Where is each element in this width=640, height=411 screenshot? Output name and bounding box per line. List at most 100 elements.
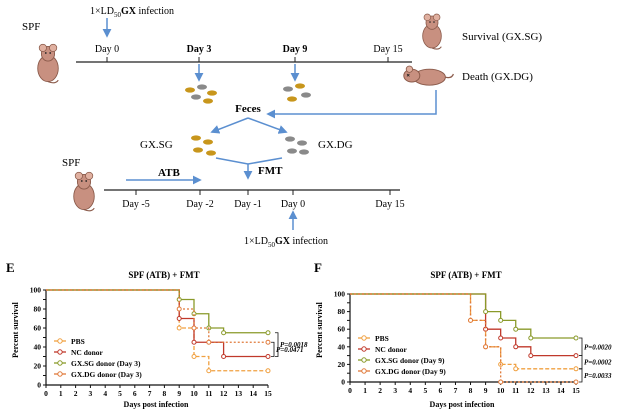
censor-point [513, 344, 519, 350]
chart-e-title: SPF (ATB) + FMT [128, 270, 199, 280]
pvalue-label: P=0.0033 [584, 372, 612, 380]
chart-f-pvalues: P=0.0020 P=0.0002 P=0.0033 [579, 337, 612, 383]
gx-sg-label: GX.SG [140, 139, 173, 151]
feces-split-left-arrow [210, 117, 249, 134]
legend-marker [57, 349, 63, 355]
fmt-merge-lines [215, 157, 283, 165]
censor-point [191, 339, 197, 345]
x-tick-label: 13 [235, 389, 243, 398]
legend-marker [361, 357, 367, 363]
x-tick-label: 12 [220, 389, 228, 398]
censor-point [498, 379, 504, 385]
x-tick-label: 5 [118, 389, 122, 398]
censor-point [191, 325, 197, 331]
atb-label: ATB [158, 167, 180, 179]
bottom-tick-day15: Day 15 [375, 199, 404, 210]
pvalue-bracket [271, 341, 275, 357]
censor-point [468, 317, 474, 323]
y-tick-label: 100 [334, 290, 346, 299]
x-tick-label: 11 [512, 386, 519, 395]
top-spf-label: SPF [22, 21, 40, 33]
survival-curve [350, 293, 576, 383]
x-tick-label: 2 [378, 386, 382, 395]
pvalue-bracket [579, 355, 583, 370]
survival-curve [46, 289, 268, 334]
x-tick-label: 4 [103, 389, 107, 398]
legend-label: PBS [71, 337, 85, 346]
survival-label: Survival (GX.SG) [462, 31, 542, 43]
survival-chart-e: E SPF (ATB) + FMT Percent survival Days … [6, 260, 308, 409]
x-tick-label: 7 [148, 389, 152, 398]
bottom-tick-day0: Day 0 [281, 199, 305, 210]
feces-split-right-arrow [247, 117, 288, 134]
survival-mouse-icon [422, 13, 442, 50]
survival-curve [350, 293, 576, 339]
censor-point [573, 366, 579, 372]
censor-point [206, 368, 212, 374]
censor-point [221, 354, 227, 359]
survival-curve [46, 289, 268, 343]
censor-point [573, 335, 579, 341]
x-tick-label: 12 [527, 386, 535, 395]
chart-f-title: SPF (ATB) + FMT [430, 270, 501, 280]
feces-pellets-day3 [185, 84, 217, 104]
censor-point [176, 306, 182, 312]
legend-label: NC donor [375, 345, 408, 354]
censor-point [265, 354, 271, 359]
gx-dg-label: GX.DG [318, 139, 353, 151]
censor-point [483, 309, 489, 315]
legend-label: GX.DG donor (Day 9) [375, 367, 446, 376]
legend-label: GX.SG donor (Day 3) [71, 359, 141, 368]
y-tick-label: 60 [338, 325, 346, 334]
top-tick-day9: Day 9 [283, 44, 308, 55]
death-label: Death (GX.DG) [462, 71, 533, 83]
x-tick-label: 10 [190, 389, 198, 398]
censor-point [528, 353, 534, 359]
y-tick-label: 60 [34, 324, 42, 333]
y-tick-label: 80 [34, 305, 42, 314]
pvalue-label: P=0.0002 [584, 359, 612, 367]
pvalue-bracket [579, 368, 583, 383]
x-tick-label: 9 [177, 389, 181, 398]
x-tick-label: 6 [439, 386, 443, 395]
chart-f-series [350, 293, 579, 385]
chart-f-ylabel: Percent survival [315, 301, 324, 357]
top-timeline-schematic: SPF 1×LD50GX infection Day 0 Day 3 Day 9… [22, 6, 542, 180]
panel-label-f: F [314, 260, 322, 275]
dead-mouse-icon [403, 65, 455, 86]
bottom-spf-mouse-icon [73, 171, 95, 212]
pvalue-bracket [275, 332, 279, 357]
y-tick-label: 40 [34, 343, 42, 352]
censor-point [191, 354, 197, 359]
censor-point [221, 330, 227, 336]
legend-label: GX.SG donor (Day 9) [375, 356, 445, 365]
chart-e-series [46, 289, 271, 374]
spf-mouse-icon [37, 43, 59, 84]
censor-point [498, 317, 504, 323]
y-tick-label: 40 [338, 342, 346, 351]
x-tick-label: 0 [44, 389, 48, 398]
x-tick-label: 7 [454, 386, 458, 395]
x-tick-label: 14 [249, 389, 257, 398]
censor-point [573, 379, 579, 385]
x-tick-label: 5 [423, 386, 427, 395]
x-tick-label: 15 [264, 389, 272, 398]
top-infection-label: 1×LD50GX infection [90, 6, 174, 19]
censor-point [176, 325, 182, 331]
x-tick-label: 2 [74, 389, 78, 398]
bottom-timeline-schematic: SPF ATB Day -5 Day -2 Day -1 Day 0 Day 1… [62, 157, 405, 249]
x-tick-label: 15 [572, 386, 580, 395]
y-tick-label: 100 [30, 286, 42, 295]
survival-curve [46, 289, 268, 358]
censor-point [206, 339, 212, 345]
gx-sg-pellets [191, 135, 216, 156]
legend-marker [361, 335, 367, 341]
chart-e-legend: PBS NC donor GX.SG donor (Day 3) GX.DG dono… [54, 337, 142, 379]
legend-marker [57, 371, 63, 377]
panel-label-e: E [6, 260, 15, 275]
legend-label: GX.DG donor (Day 3) [71, 370, 142, 379]
censor-point [483, 344, 489, 350]
